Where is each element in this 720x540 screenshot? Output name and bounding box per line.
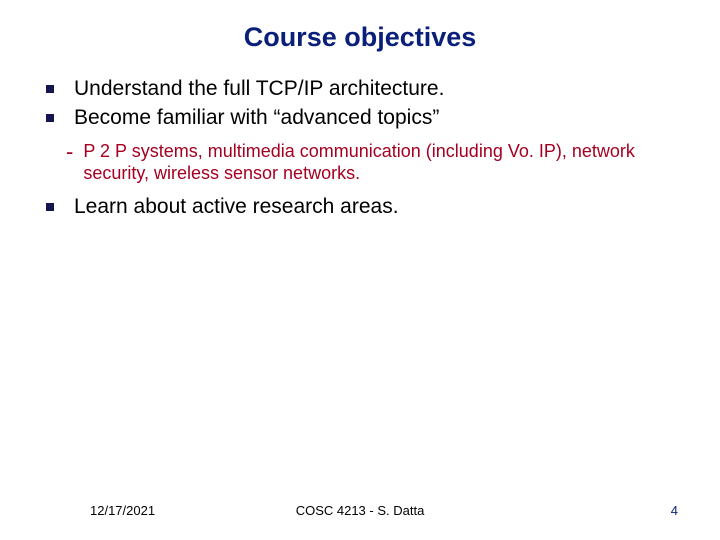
dash-bullet-icon: -: [66, 140, 73, 164]
square-bullet-icon: [46, 203, 54, 211]
sub-bullet-text: P 2 P systems, multimedia communication …: [83, 140, 690, 185]
bullet-text: Learn about active research areas.: [74, 193, 399, 220]
square-bullet-icon: [46, 114, 54, 122]
slide-title: Course objectives: [30, 22, 690, 53]
footer-course: COSC 4213 - S. Datta: [296, 503, 425, 518]
slide-container: Course objectives Understand the full TC…: [0, 0, 720, 540]
square-bullet-icon: [46, 85, 54, 93]
footer-date: 12/17/2021: [90, 503, 155, 518]
sub-bullet-item: - P 2 P systems, multimedia communicatio…: [46, 140, 690, 185]
bullet-text: Understand the full TCP/IP architecture.: [74, 75, 444, 102]
content-area: Understand the full TCP/IP architecture.…: [30, 75, 690, 220]
slide-footer: 12/17/2021 COSC 4213 - S. Datta 4: [30, 503, 690, 518]
bullet-item: Learn about active research areas.: [46, 193, 690, 220]
bullet-item: Become familiar with “advanced topics”: [46, 104, 690, 131]
bullet-text: Become familiar with “advanced topics”: [74, 104, 439, 131]
footer-page-number: 4: [671, 503, 678, 518]
bullet-item: Understand the full TCP/IP architecture.: [46, 75, 690, 102]
